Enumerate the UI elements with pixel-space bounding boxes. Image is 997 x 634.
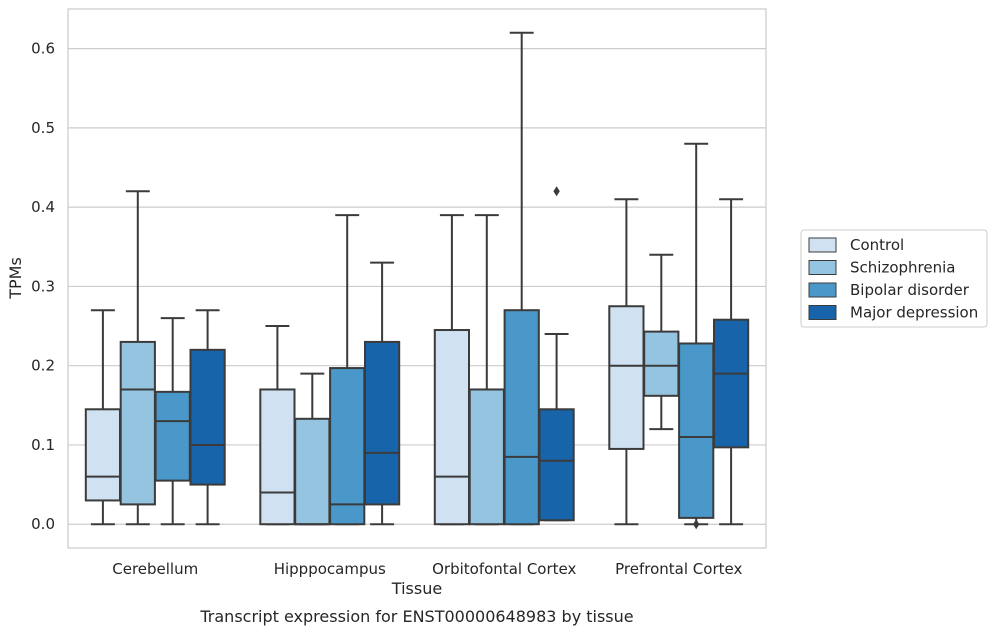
box-2-1 [119,190,156,526]
chart-caption: Transcript expression for ENST0000064898… [199,607,633,626]
box-body [503,309,540,526]
box-body [84,408,122,502]
box-body [119,340,156,506]
y-tick-label: 0.6 [31,40,55,58]
box-body [189,348,226,486]
y-axis-title: TPMs [6,257,25,300]
box-2-3 [468,214,505,526]
legend-frame [800,229,988,328]
outlier-point [553,186,560,197]
box-3-1 [154,317,191,526]
box-3-2 [329,214,366,526]
box-2-4 [643,253,680,431]
plot-frame [67,8,767,549]
box-body [643,330,680,397]
legend-swatch [808,237,837,253]
x-tick-label: Hipppocampus [274,560,386,578]
box-body [294,417,331,526]
y-tick-label: 0.4 [31,198,55,216]
x-tick-label: Orbitofontal Cortex [432,560,576,578]
legend-label: Control [850,236,904,254]
legend-swatch [808,282,837,298]
box-body [608,305,645,450]
box-body [678,342,715,519]
box-1-4 [608,198,645,526]
box-body [433,329,471,526]
legend-label: Bipolar disorder [850,281,970,299]
outlier-point [693,519,700,530]
box-4-3 [538,186,575,522]
box-body [329,367,366,526]
box-4-1 [189,309,226,526]
y-tick-label: 0.3 [31,277,55,295]
y-tick-labels: 0.0 0.1 0.2 0.3 0.4 0.5 0.6 [31,40,55,534]
box-3-3 [503,31,540,526]
legend-label: Schizophrenia [850,259,955,277]
box-1-3 [433,214,471,526]
box-3-4 [678,142,715,530]
box-body [712,318,750,449]
legend-swatch [808,305,837,320]
y-tick-label: 0.5 [31,119,55,137]
box-body [468,388,505,526]
box-body [259,388,296,526]
y-tick-label: 0.1 [31,436,55,454]
x-tick-labels: Cerebellum Hipppocampus Orbitofontal Corte… [112,560,742,578]
box-1-2 [259,325,296,526]
x-axis-title: Tissue [391,579,442,598]
x-tick-label: Prefrontal Cortex [615,560,742,578]
legend-swatch [808,260,837,275]
box-body [154,390,191,482]
y-tick-label: 0.0 [31,515,55,533]
y-tick-label: 0.2 [31,357,55,375]
legend: Control Schizophrenia Bipolar disorder Majo… [800,229,988,328]
box-body [363,340,401,506]
box-series [84,31,750,530]
box-4-4 [712,198,750,526]
box-4-2 [363,261,401,526]
box-body [538,408,575,522]
x-tick-label: Cerebellum [112,560,198,578]
legend-label: Major depression [850,304,978,322]
